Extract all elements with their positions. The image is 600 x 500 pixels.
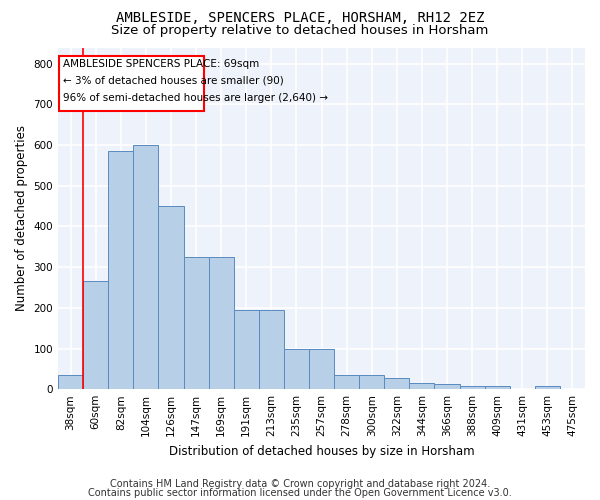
Bar: [259, 310, 284, 389]
Bar: [209, 257, 233, 389]
Text: 96% of semi-detached houses are larger (2,640) →: 96% of semi-detached houses are larger (…: [63, 93, 328, 103]
Bar: [83, 282, 108, 389]
Bar: [334, 375, 359, 389]
Bar: [158, 206, 184, 389]
Bar: [460, 386, 485, 389]
FancyBboxPatch shape: [59, 56, 203, 112]
X-axis label: Distribution of detached houses by size in Horsham: Distribution of detached houses by size …: [169, 444, 475, 458]
Text: ← 3% of detached houses are smaller (90): ← 3% of detached houses are smaller (90): [63, 76, 284, 86]
Text: AMBLESIDE, SPENCERS PLACE, HORSHAM, RH12 2EZ: AMBLESIDE, SPENCERS PLACE, HORSHAM, RH12…: [116, 11, 484, 25]
Bar: [233, 310, 259, 389]
Text: AMBLESIDE SPENCERS PLACE: 69sqm: AMBLESIDE SPENCERS PLACE: 69sqm: [63, 59, 259, 69]
Bar: [359, 375, 384, 389]
Bar: [485, 386, 510, 389]
Bar: [384, 378, 409, 389]
Bar: [309, 348, 334, 389]
Text: Size of property relative to detached houses in Horsham: Size of property relative to detached ho…: [112, 24, 488, 37]
Bar: [409, 384, 434, 389]
Text: Contains public sector information licensed under the Open Government Licence v3: Contains public sector information licen…: [88, 488, 512, 498]
Y-axis label: Number of detached properties: Number of detached properties: [15, 126, 28, 312]
Bar: [535, 386, 560, 389]
Text: Contains HM Land Registry data © Crown copyright and database right 2024.: Contains HM Land Registry data © Crown c…: [110, 479, 490, 489]
Bar: [58, 375, 83, 389]
Bar: [284, 348, 309, 389]
Bar: [434, 384, 460, 389]
Bar: [133, 145, 158, 389]
Bar: [108, 151, 133, 389]
Bar: [184, 257, 209, 389]
